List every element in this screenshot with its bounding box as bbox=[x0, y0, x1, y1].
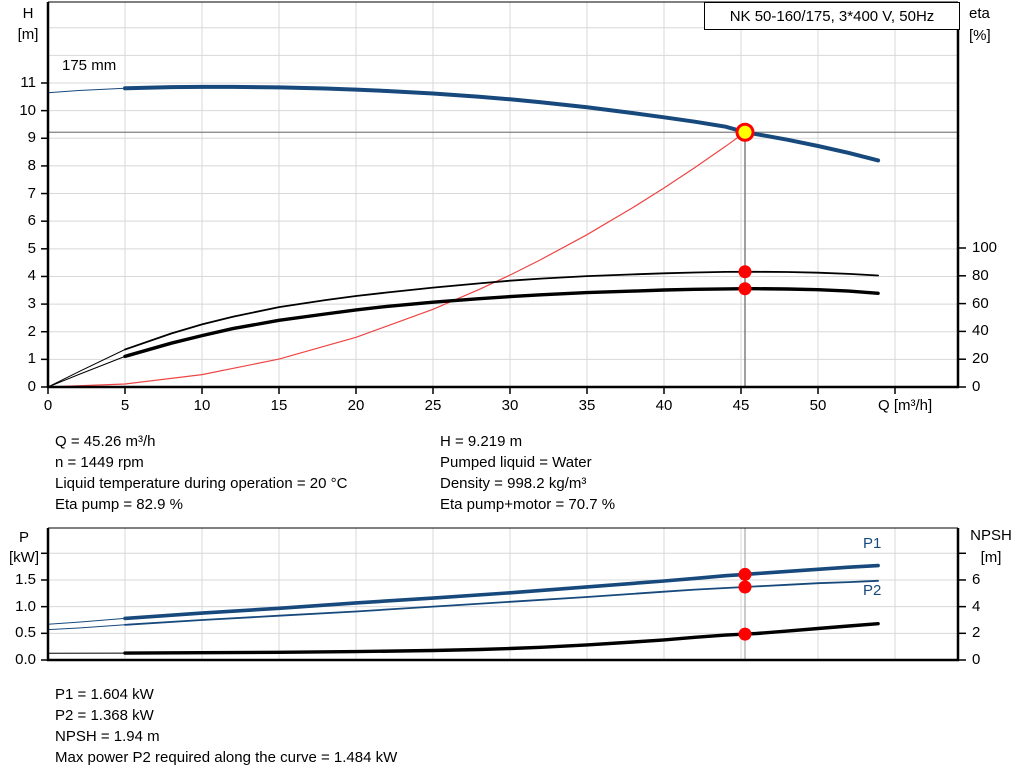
h-tick-label: 10 bbox=[19, 101, 36, 119]
eta-tick-label: 80 bbox=[972, 266, 989, 284]
eta-tick-label: 20 bbox=[972, 350, 989, 368]
h-tick-label: 1 bbox=[27, 350, 36, 368]
h-axis-label: H bbox=[22, 5, 34, 22]
info-flow: Q = 45.26 m³/h bbox=[55, 433, 156, 450]
q-tick-label: 40 bbox=[655, 397, 673, 414]
pump-title: NK 50-160/175, 3*400 V, 50Hz bbox=[729, 7, 935, 25]
impeller-size-label: 175 mm bbox=[62, 57, 117, 74]
h-tick-label: 4 bbox=[27, 267, 36, 285]
q-tick-label: 30 bbox=[501, 397, 519, 414]
eta-tick-label: 60 bbox=[972, 294, 989, 312]
q-tick-label: 35 bbox=[578, 397, 596, 414]
h-tick-label: 3 bbox=[27, 295, 36, 313]
p2-curve-label: P2 bbox=[863, 582, 882, 599]
info-density: Density = 998.2 kg/m³ bbox=[440, 475, 587, 492]
p-tick-label: 0.0 bbox=[15, 651, 36, 668]
eta-tick-label: 0 bbox=[972, 378, 981, 395]
q-axis-label: Q [m³/h] bbox=[878, 397, 933, 414]
eta-tick-label: 100 bbox=[972, 239, 998, 256]
p-axis-label: P bbox=[18, 529, 29, 546]
npsh-axis-label: NPSH bbox=[970, 527, 1012, 544]
q-tick-label: 25 bbox=[424, 397, 442, 414]
info-eta-pump: Eta pump = 82.9 % bbox=[55, 496, 183, 513]
h-tick-label: 6 bbox=[27, 212, 36, 230]
info-eta-pump-motor: Eta pump+motor = 70.7 % bbox=[440, 496, 616, 513]
npsh-tick-label: 6 bbox=[972, 570, 981, 588]
q-tick-label: 45 bbox=[732, 397, 750, 414]
npsh-tick-label: 0 bbox=[972, 651, 981, 668]
q-tick-label: 50 bbox=[809, 397, 827, 414]
q-tick-label: 15 bbox=[270, 397, 288, 414]
h-tick-label: 9 bbox=[27, 129, 36, 147]
npsh-tick-label: 4 bbox=[972, 597, 981, 615]
npsh-axis-unit: [m] bbox=[980, 549, 1002, 566]
eta-axis-unit: [%] bbox=[969, 27, 991, 44]
p-tick-label: 1.0 bbox=[15, 597, 36, 615]
p-tick-label: 0.5 bbox=[15, 624, 36, 642]
h-tick-label: 5 bbox=[27, 239, 36, 257]
info-p2: P2 = 1.368 kW bbox=[55, 707, 154, 724]
info-head: H = 9.219 m bbox=[440, 433, 523, 450]
info-max-power: Max power P2 required along the curve = … bbox=[55, 749, 398, 766]
q-tick-label: 10 bbox=[193, 397, 211, 414]
p1-curve-label: P1 bbox=[863, 535, 882, 552]
eta-tick-label: 40 bbox=[972, 322, 989, 340]
h-tick-label: 11 bbox=[20, 74, 36, 91]
info-liquid-temp: Liquid temperature during operation = 20… bbox=[55, 475, 348, 492]
eta-axis-label: eta bbox=[969, 5, 990, 22]
p-tick-label: 1.5 bbox=[15, 570, 36, 588]
info-p1: P1 = 1.604 kW bbox=[55, 686, 154, 703]
info-npsh: NPSH = 1.94 m bbox=[55, 728, 160, 745]
q-tick-label: 20 bbox=[347, 397, 365, 414]
h-tick-label: 8 bbox=[27, 156, 36, 174]
h-tick-label: 7 bbox=[27, 184, 36, 202]
npsh-tick-label: 2 bbox=[972, 624, 981, 642]
h-tick-label: 0 bbox=[27, 378, 36, 395]
p-axis-unit: [kW] bbox=[9, 549, 39, 566]
q-tick-label: 5 bbox=[120, 397, 130, 414]
h-axis-unit: [m] bbox=[17, 26, 39, 43]
info-pumped-liquid: Pumped liquid = Water bbox=[440, 454, 592, 471]
q-tick-label: 0 bbox=[43, 397, 53, 414]
pump-title-box: NK 50-160/175, 3*400 V, 50Hz bbox=[704, 2, 960, 30]
info-speed: n = 1449 rpm bbox=[55, 454, 144, 471]
h-tick-label: 2 bbox=[27, 322, 36, 340]
